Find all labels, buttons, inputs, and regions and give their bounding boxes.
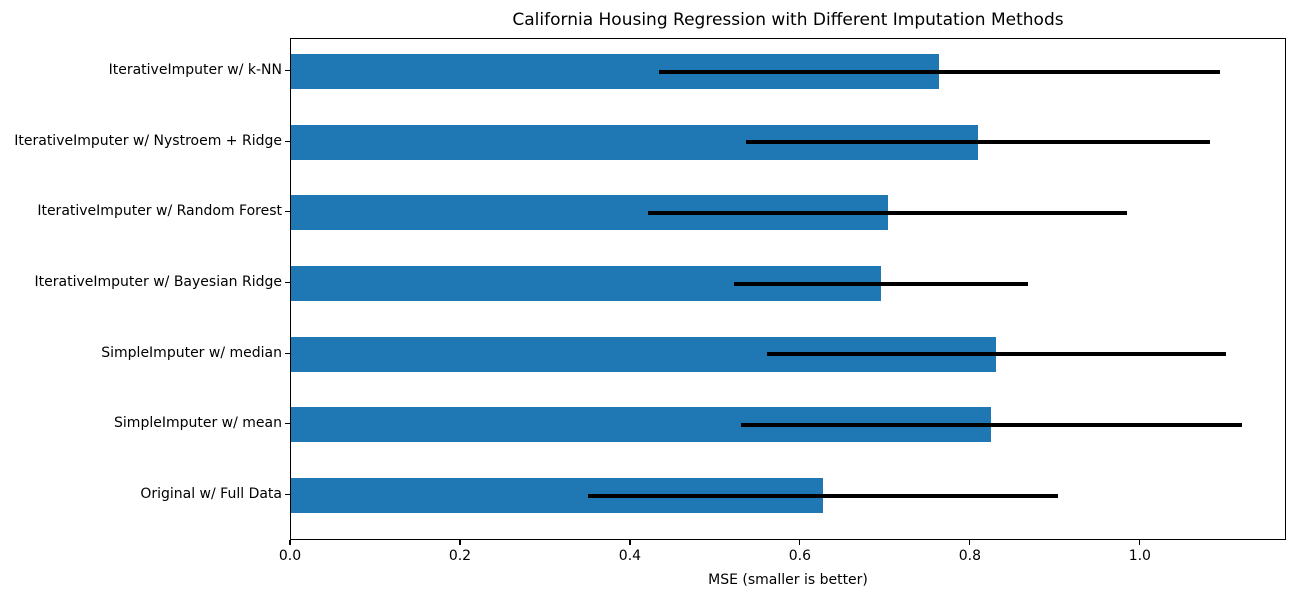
x-axis-tick bbox=[629, 540, 631, 545]
y-axis-category-label: IterativeImputer w/ Random Forest bbox=[37, 203, 282, 220]
y-axis-tick bbox=[285, 140, 290, 142]
x-axis-tick-label: 1.0 bbox=[1128, 548, 1151, 564]
x-axis-tick bbox=[969, 540, 971, 545]
x-axis-tick-label: 0.2 bbox=[448, 548, 472, 564]
error-bar bbox=[766, 352, 1226, 357]
x-axis-label: MSE (smaller is better) bbox=[708, 572, 868, 588]
error-bar bbox=[658, 69, 1220, 74]
y-axis-category-label: SimpleImputer w/ mean bbox=[114, 415, 282, 432]
x-axis-tick bbox=[1139, 540, 1141, 545]
y-axis-tick bbox=[285, 69, 290, 72]
x-axis-tick-label: 0.6 bbox=[788, 548, 812, 564]
x-axis-tick bbox=[799, 540, 801, 545]
chart-title: California Housing Regression with Diffe… bbox=[512, 10, 1064, 30]
y-axis-category-label: Original w/ Full Data bbox=[140, 486, 282, 503]
error-bar bbox=[647, 210, 1128, 215]
y-axis-category-label: SimpleImputer w/ median bbox=[101, 344, 282, 361]
plot-area bbox=[290, 38, 1286, 540]
y-axis-tick bbox=[285, 352, 290, 354]
y-axis-category-label: IterativeImputer w/ k-NN bbox=[108, 62, 282, 78]
y-axis-tick bbox=[285, 211, 290, 213]
y-axis-category-label: IterativeImputer w/ Bayesian Ridge bbox=[34, 274, 282, 290]
y-axis-category-label: IterativeImputer w/ Nystroem + Ridge bbox=[14, 132, 282, 149]
y-axis-tick bbox=[285, 423, 290, 425]
x-axis-tick bbox=[459, 540, 461, 545]
y-axis-tick bbox=[285, 281, 290, 284]
x-axis-tick-label: 0.8 bbox=[958, 548, 981, 564]
y-axis-tick bbox=[285, 493, 290, 496]
x-axis-tick-label: 0.4 bbox=[618, 548, 642, 564]
x-axis-tick-label: 0.0 bbox=[278, 548, 302, 564]
x-axis-tick bbox=[289, 540, 291, 545]
error-bar bbox=[588, 493, 1058, 498]
error-bar bbox=[733, 281, 1028, 286]
error-bar bbox=[745, 140, 1210, 145]
error-bar bbox=[740, 422, 1242, 427]
